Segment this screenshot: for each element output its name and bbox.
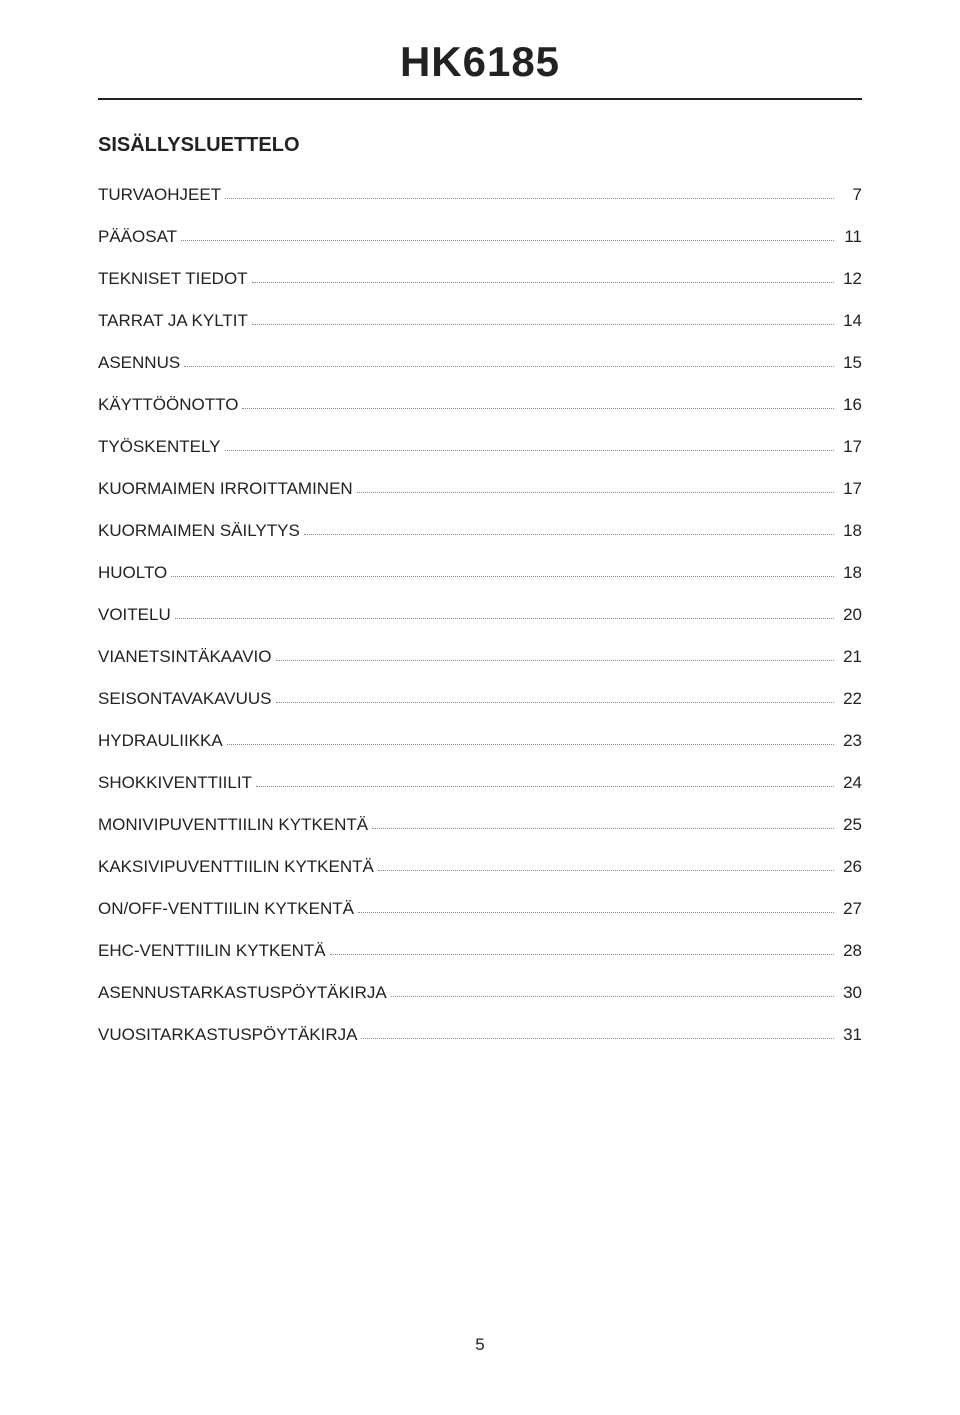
- page-number: 5: [0, 1335, 960, 1355]
- toc-leader: [175, 618, 834, 619]
- toc-leader: [378, 870, 834, 871]
- toc-page-number: 17: [838, 437, 862, 457]
- toc-label: TYÖSKENTELY: [98, 437, 221, 457]
- toc-leader: [242, 408, 834, 409]
- toc-page-number: 7: [838, 185, 862, 205]
- toc-leader: [358, 912, 834, 913]
- toc-page-number: 15: [838, 353, 862, 373]
- toc-label: TURVAOHJEET: [98, 185, 221, 205]
- toc-row: EHC-VENTTIILIN KYTKENTÄ 28: [98, 941, 862, 961]
- toc-label: MONIVIPUVENTTIILIN KYTKENTÄ: [98, 815, 368, 835]
- toc-row: TEKNISET TIEDOT 12: [98, 269, 862, 289]
- toc-label: ASENNUSTARKASTUSPÖYTÄKIRJA: [98, 983, 387, 1003]
- toc-row: TARRAT JA KYLTIT 14: [98, 311, 862, 331]
- toc-page-number: 25: [838, 815, 862, 835]
- toc-label: VIANETSINTÄKAAVIO: [98, 647, 272, 667]
- toc-row: VUOSITARKASTUSPÖYTÄKIRJA 31: [98, 1025, 862, 1045]
- toc-row: KÄYTTÖÖNOTTO 16: [98, 395, 862, 415]
- toc-row: VOITELU 20: [98, 605, 862, 625]
- toc-row: ON/OFF-VENTTIILIN KYTKENTÄ 27: [98, 899, 862, 919]
- toc-leader: [276, 660, 834, 661]
- toc-label: KUORMAIMEN IRROITTAMINEN: [98, 479, 353, 499]
- toc-label: TARRAT JA KYLTIT: [98, 311, 248, 331]
- toc-page-number: 28: [838, 941, 862, 961]
- toc-leader: [225, 198, 834, 199]
- toc-leader: [171, 576, 834, 577]
- toc-label: ASENNUS: [98, 353, 180, 373]
- toc-page-number: 20: [838, 605, 862, 625]
- toc-page-number: 24: [838, 773, 862, 793]
- toc-row: MONIVIPUVENTTIILIN KYTKENTÄ 25: [98, 815, 862, 835]
- toc-leader: [184, 366, 834, 367]
- toc-row: PÄÄOSAT 11: [98, 227, 862, 247]
- toc-label: ON/OFF-VENTTIILIN KYTKENTÄ: [98, 899, 354, 919]
- toc-leader: [391, 996, 834, 997]
- toc-leader: [252, 282, 834, 283]
- toc-page-number: 16: [838, 395, 862, 415]
- toc-page-number: 27: [838, 899, 862, 919]
- table-of-contents: TURVAOHJEET 7 PÄÄOSAT 11 TEKNISET TIEDOT 12 TA…: [98, 185, 862, 1045]
- toc-label: EHC-VENTTIILIN KYTKENTÄ: [98, 941, 326, 961]
- toc-leader: [256, 786, 834, 787]
- toc-label: KAKSIVIPUVENTTIILIN KYTKENTÄ: [98, 857, 374, 877]
- toc-page-number: 17: [838, 479, 862, 499]
- toc-row: KUORMAIMEN IRROITTAMINEN 17: [98, 479, 862, 499]
- toc-page-number: 12: [838, 269, 862, 289]
- toc-row: HUOLTO 18: [98, 563, 862, 583]
- toc-label: KÄYTTÖÖNOTTO: [98, 395, 238, 415]
- toc-row: TYÖSKENTELY 17: [98, 437, 862, 457]
- document-page: HK6185 SISÄLLYSLUETTELO TURVAOHJEET 7 PÄÄO…: [0, 0, 960, 1415]
- toc-label: SEISONTAVAKAVUUS: [98, 689, 272, 709]
- toc-leader: [181, 240, 834, 241]
- toc-row: KUORMAIMEN SÄILYTYS 18: [98, 521, 862, 541]
- document-title: HK6185: [98, 38, 862, 86]
- toc-page-number: 11: [838, 227, 862, 247]
- toc-label: VOITELU: [98, 605, 171, 625]
- toc-leader: [361, 1038, 834, 1039]
- toc-page-number: 30: [838, 983, 862, 1003]
- toc-leader: [252, 324, 834, 325]
- toc-leader: [357, 492, 834, 493]
- title-rule: [98, 98, 862, 100]
- toc-row: HYDRAULIIKKA 23: [98, 731, 862, 751]
- toc-page-number: 18: [838, 521, 862, 541]
- toc-heading: SISÄLLYSLUETTELO: [98, 134, 862, 157]
- toc-label: PÄÄOSAT: [98, 227, 177, 247]
- toc-page-number: 18: [838, 563, 862, 583]
- toc-leader: [276, 702, 834, 703]
- toc-label: VUOSITARKASTUSPÖYTÄKIRJA: [98, 1025, 357, 1045]
- toc-row: ASENNUS 15: [98, 353, 862, 373]
- toc-page-number: 31: [838, 1025, 862, 1045]
- toc-page-number: 23: [838, 731, 862, 751]
- toc-label: HUOLTO: [98, 563, 167, 583]
- toc-page-number: 22: [838, 689, 862, 709]
- toc-page-number: 14: [838, 311, 862, 331]
- toc-page-number: 21: [838, 647, 862, 667]
- toc-label: KUORMAIMEN SÄILYTYS: [98, 521, 300, 541]
- toc-row: KAKSIVIPUVENTTIILIN KYTKENTÄ 26: [98, 857, 862, 877]
- toc-page-number: 26: [838, 857, 862, 877]
- toc-leader: [225, 450, 835, 451]
- toc-leader: [372, 828, 834, 829]
- toc-label: HYDRAULIIKKA: [98, 731, 223, 751]
- toc-row: VIANETSINTÄKAAVIO 21: [98, 647, 862, 667]
- toc-label: TEKNISET TIEDOT: [98, 269, 248, 289]
- toc-leader: [330, 954, 834, 955]
- toc-row: SHOKKIVENTTIILIT 24: [98, 773, 862, 793]
- toc-leader: [227, 744, 834, 745]
- toc-row: ASENNUSTARKASTUSPÖYTÄKIRJA 30: [98, 983, 862, 1003]
- toc-row: TURVAOHJEET 7: [98, 185, 862, 205]
- toc-row: SEISONTAVAKAVUUS 22: [98, 689, 862, 709]
- toc-label: SHOKKIVENTTIILIT: [98, 773, 252, 793]
- toc-leader: [304, 534, 834, 535]
